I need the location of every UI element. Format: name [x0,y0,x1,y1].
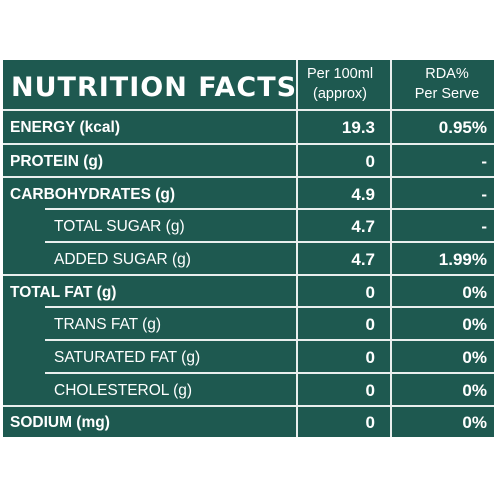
row-label: ENERGY (kcal) [10,119,120,136]
per-100ml-value: 0 [365,315,375,334]
per-100ml-header-line2: (approx) [313,86,367,102]
per-100ml-value: 0 [365,348,375,367]
per-100ml-value: 19.3 [341,118,375,137]
per-100ml-value: 4.7 [351,250,375,269]
rda-value: 0% [462,348,487,367]
rda-header: RDA% Per Serve [401,64,493,104]
rda-value: 1.99% [438,250,487,269]
row-sodium: SODIUM (mg) 0 0% [3,406,494,437]
nutrition-facts-panel: NUTRITION FACTS Per 100ml (approx) RDA% … [3,60,494,437]
header-divider [3,109,494,111]
row-divider [45,306,494,308]
row-label: TRANS FAT (g) [54,316,162,333]
row-added-sugar: ADDED SUGAR (g) 4.7 1.99% [3,243,494,274]
per-100ml-value: 4.9 [351,185,375,204]
rda-value: 0% [462,413,487,432]
row-protein: PROTEIN (g) 0 - [3,145,494,176]
per-100ml-value: 0 [365,152,375,171]
rda-value: 0% [462,381,487,400]
row-label: CARBOHYDRATES (g) [10,186,176,203]
row-cholesterol: CHOLESTEROL (g) 0 0% [3,374,494,405]
row-total-sugar: TOTAL SUGAR (g) 4.7 - [3,210,494,241]
row-saturated-fat: SATURATED FAT (g) 0 0% [3,341,494,372]
rda-value: - [481,185,487,204]
row-label: SODIUM (mg) [10,414,110,431]
per-100ml-value: 0 [365,381,375,400]
row-divider [45,372,494,374]
row-energy: ENERGY (kcal) 19.3 0.95% [3,111,494,142]
row-label: ADDED SUGAR (g) [54,251,191,268]
row-carbohydrates: CARBOHYDRATES (g) 4.9 - [3,178,494,209]
row-label: TOTAL SUGAR (g) [54,218,185,235]
row-divider [45,208,494,210]
per-100ml-value: 0 [365,283,375,302]
rda-value: 0% [462,283,487,302]
per-100ml-value: 4.7 [351,217,375,236]
row-trans-fat: TRANS FAT (g) 0 0% [3,308,494,339]
rda-header-line1: RDA% [425,66,469,82]
row-divider [45,241,494,243]
row-label: CHOLESTEROL (g) [54,382,193,399]
row-label: SATURATED FAT (g) [54,349,201,366]
rda-value: - [481,152,487,171]
per-100ml-value: 0 [365,413,375,432]
row-label: PROTEIN (g) [10,153,103,170]
rda-value: 0.95% [438,118,487,137]
row-label: TOTAL FAT (g) [10,284,117,301]
column-divider-per [296,60,298,437]
row-divider [3,405,494,407]
row-divider [3,274,494,276]
nutrition-facts-title: NUTRITION FACTS [11,72,298,103]
row-total-fat: TOTAL FAT (g) 0 0% [3,276,494,307]
per-100ml-header: Per 100ml (approx) [296,64,384,104]
rda-value: - [481,217,487,236]
column-divider-rda [390,60,392,437]
row-divider [3,176,494,178]
row-divider [45,339,494,341]
per-100ml-header-line1: Per 100ml [306,66,374,82]
rda-value: 0% [462,315,487,334]
rda-header-line2: Per Serve [414,86,480,102]
row-divider [3,143,494,145]
